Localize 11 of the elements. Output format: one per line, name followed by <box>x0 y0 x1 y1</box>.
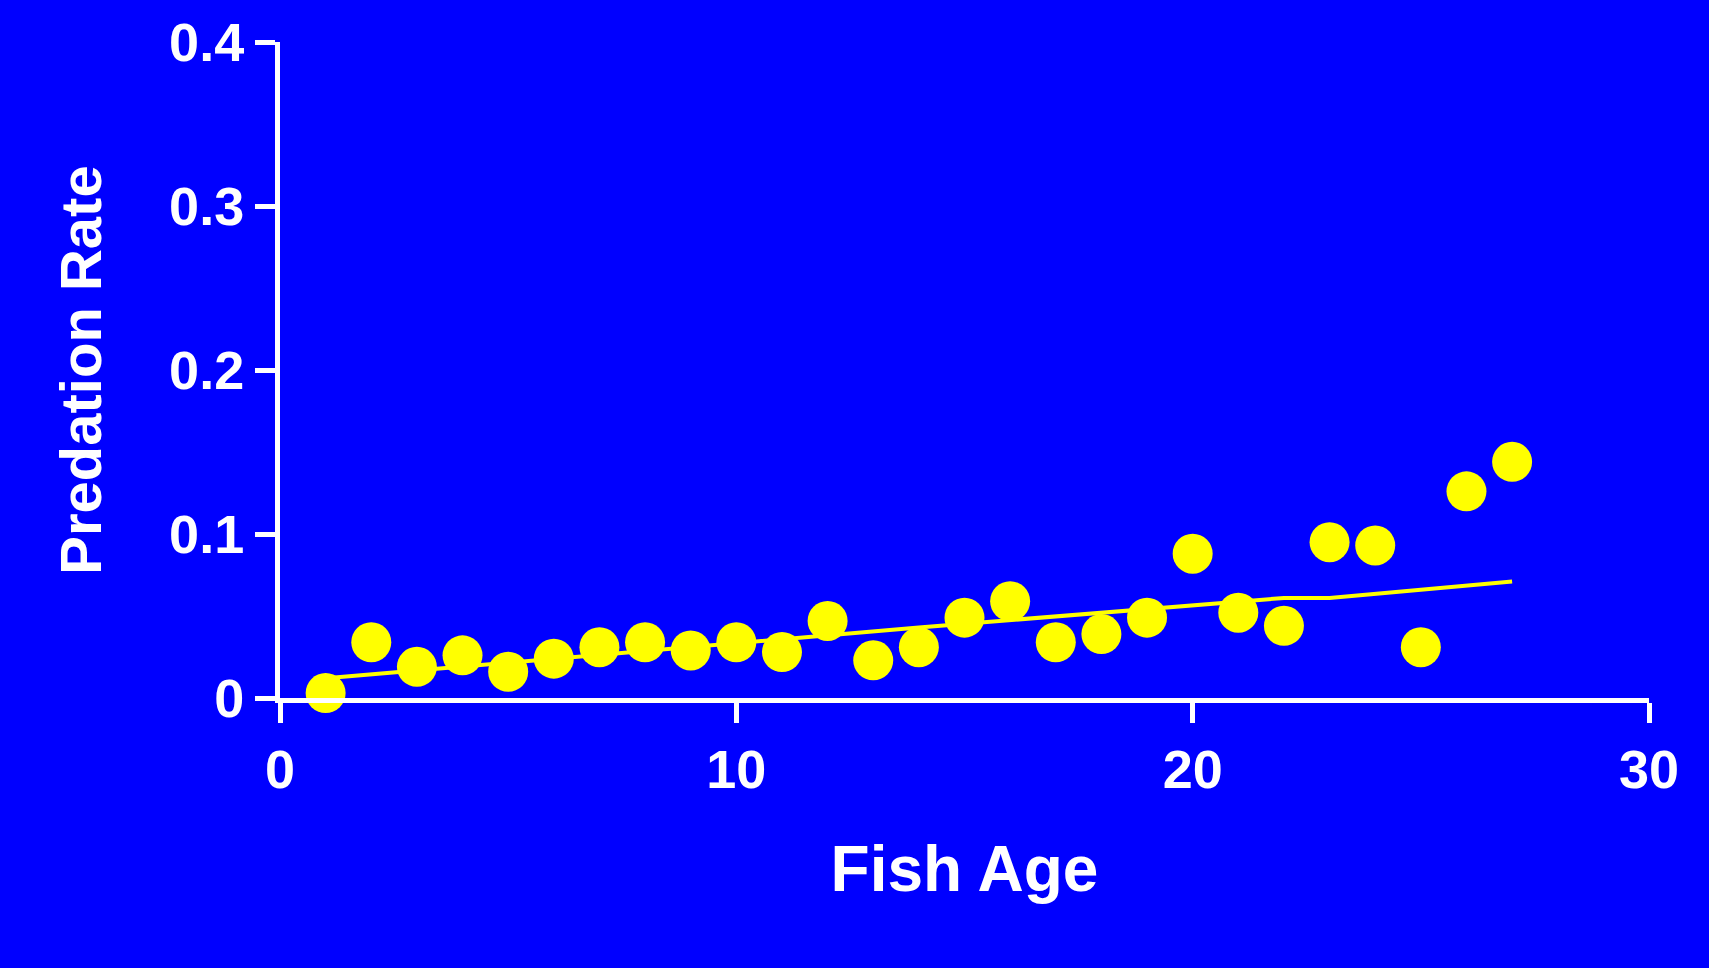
y-tick-label: 0.1 <box>169 503 245 564</box>
x-tick-label: 0 <box>264 738 296 799</box>
x-axis-title: Fish Age <box>830 833 1099 906</box>
y-tick-label: 0.3 <box>169 175 245 236</box>
y-tick-label: 0.4 <box>169 11 245 72</box>
y-axis-title: Predation Rate <box>48 165 114 575</box>
x-tick-label: 30 <box>1618 738 1680 799</box>
y-tick-label: 0 <box>214 667 245 728</box>
y-tick-label: 0.2 <box>169 339 245 400</box>
x-tick-label: 20 <box>1162 738 1223 799</box>
x-tick-label: 10 <box>706 738 767 799</box>
